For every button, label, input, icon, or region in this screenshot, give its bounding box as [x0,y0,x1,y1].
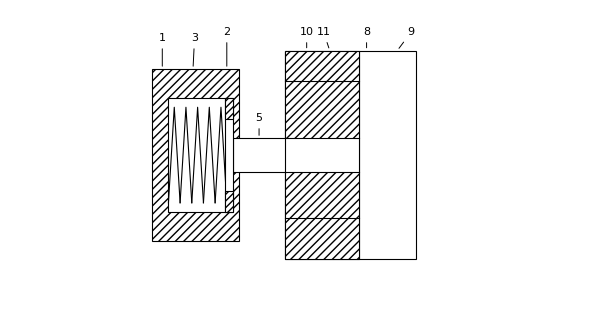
Bar [225,191,233,212]
Bar [285,51,359,81]
Bar [151,69,239,241]
Text: 11: 11 [316,27,331,48]
Bar [225,98,233,119]
Bar [233,138,286,172]
Bar [169,98,227,212]
Text: 8: 8 [363,27,370,48]
Text: 1: 1 [159,33,166,66]
Bar [285,218,359,259]
Bar [225,98,233,212]
Bar [285,51,359,259]
Bar [359,51,416,259]
Text: 9: 9 [399,27,414,48]
Text: 2: 2 [223,27,230,66]
Bar [285,51,359,259]
Text: 5: 5 [255,113,263,135]
Text: 3: 3 [191,33,198,66]
Bar [285,81,359,138]
Bar [285,172,359,218]
Text: 10: 10 [300,27,314,48]
Bar [285,138,359,172]
